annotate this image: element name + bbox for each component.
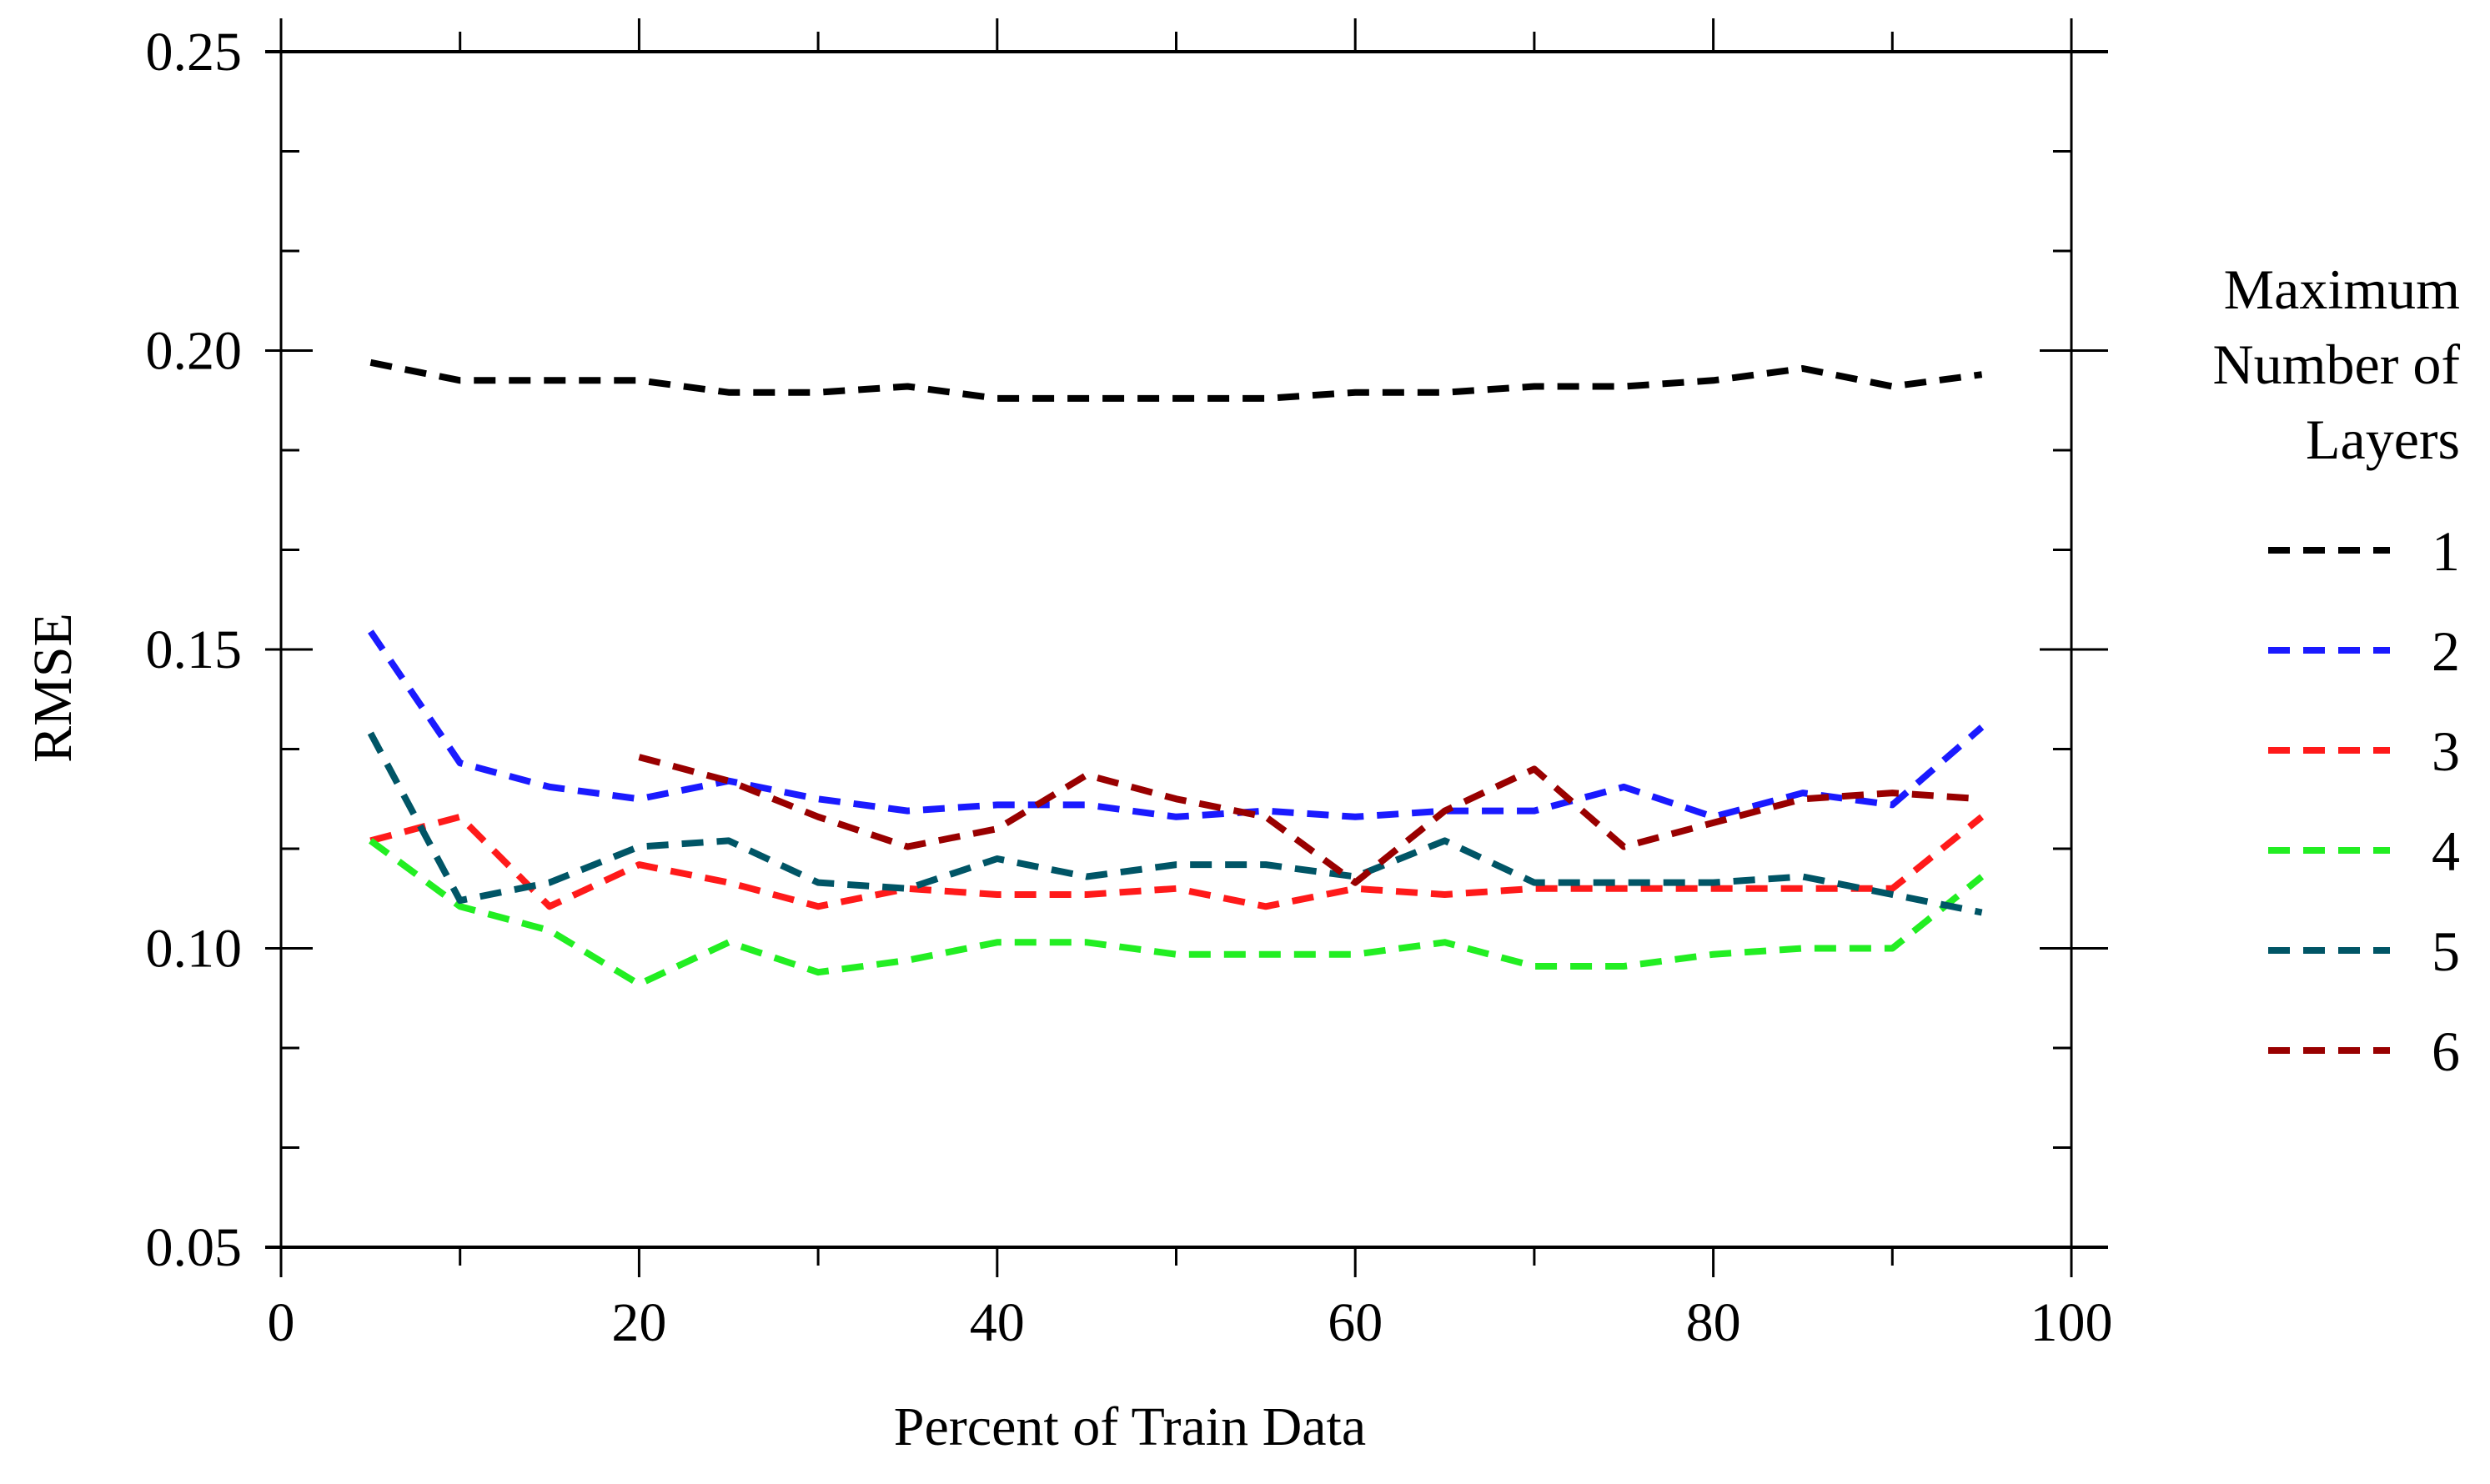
series-line-6	[638, 754, 1982, 886]
series-line-3	[369, 813, 1985, 910]
legend-items: 1 2 3 4 5 6	[2268, 519, 2460, 1083]
plot-frame	[265, 18, 2108, 1249]
y-tick-label: 0.10	[146, 919, 243, 980]
legend-title-line-2: Number of	[2213, 333, 2461, 396]
legend-title-line-3: Layers	[2306, 408, 2460, 471]
legend-label-5: 5	[2432, 920, 2460, 983]
x-tick-label: 40	[970, 1292, 1025, 1353]
legend: Maximum Number of Layers 1 2 3 4 5 6	[2213, 258, 2461, 1083]
axis-ticks: 0 20 40 60 80 100 0.05 0.10 0.15 0.20 0.25	[146, 18, 2113, 1353]
legend-label-3: 3	[2432, 719, 2460, 783]
x-tick-label: 0	[268, 1292, 295, 1353]
series-line-2	[368, 629, 1985, 820]
data-series	[367, 358, 1985, 988]
x-tick-label: 60	[1328, 1292, 1383, 1353]
y-tick-label: 0.05	[146, 1217, 243, 1278]
legend-label-6: 6	[2432, 1020, 2460, 1083]
series-line-1	[369, 358, 1983, 402]
legend-title-line-1: Maximum	[2224, 258, 2460, 321]
y-tick-label: 0.20	[146, 321, 243, 382]
legend-label-1: 1	[2432, 519, 2460, 583]
legend-label-4: 4	[2432, 820, 2460, 883]
x-tick-label: 20	[611, 1292, 666, 1353]
series-line-5	[367, 731, 1983, 916]
x-axis-title: Percent of Train Data	[894, 1396, 1366, 1457]
x-tick-label: 100	[2031, 1292, 2113, 1353]
y-tick-label: 0.25	[146, 22, 243, 83]
x-tick-label: 80	[1686, 1292, 1741, 1353]
y-tick-label: 0.15	[146, 619, 243, 680]
y-axis-title: RMSE	[23, 613, 83, 763]
legend-label-2: 2	[2432, 619, 2460, 683]
series-line-4	[369, 838, 1985, 988]
